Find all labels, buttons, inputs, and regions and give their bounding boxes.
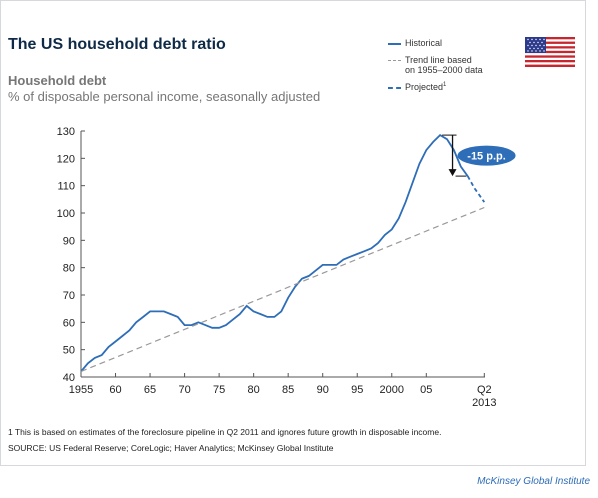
trend-line [80,206,485,373]
annotation-bubble [457,145,516,166]
x-tick-label: 60 [109,384,121,396]
subtitle-bold: Household debt [8,73,107,88]
x-tick-label: 70 [178,384,190,396]
legend-label-projected: Projected1 [405,82,446,92]
x-tick-label: 80 [248,384,260,396]
y-tick-label: 90 [63,235,75,247]
y-tick-label: 60 [63,317,75,329]
brand-credit: McKinsey Global Institute [477,476,590,487]
y-tick-label: 40 [63,372,75,384]
us-flag-icon [525,37,575,67]
x-tick-label: 2000 [380,384,404,396]
y-tick-label: 110 [57,181,75,193]
x-tick-label: 95 [351,384,363,396]
x-tick-label: 05 [420,384,432,396]
legend-swatch-trend [388,60,401,61]
legend-label-historical: Historical [405,38,443,48]
legend-swatch-projected [388,87,401,89]
annotation-arrow-head [448,169,457,177]
legend-projected-sup: 1 [443,82,447,88]
y-tick-label: 100 [57,208,75,220]
y-tick-label: 80 [63,263,75,275]
legend-item-projected: Projected1 [388,82,483,96]
x-end-label: Q2 [477,384,492,396]
x-tick-label: 85 [282,384,294,396]
legend: Historical Trend line based on 1955–2000… [388,38,483,99]
source-note: SOURCE: US Federal Reserve; CoreLogic; H… [8,443,334,453]
legend-label-trend-1: Trend line based [405,55,472,65]
projected-line [466,175,486,203]
x-end-label: 2013 [472,397,496,409]
chart-title: The US household debt ratio [8,36,226,53]
x-tick-label: 90 [317,384,329,396]
x-tick-label: 75 [213,384,225,396]
legend-projected-text: Projected [405,82,444,92]
footnote: 1 This is based on estimates of the fore… [8,427,442,437]
x-tick-label: 1955 [69,384,93,396]
x-tick-label: 65 [144,384,156,396]
chart-card [0,0,586,466]
legend-label-trend-2: on 1955–2000 data [405,65,483,75]
historical-line [80,133,469,373]
y-tick-label: 70 [63,290,75,302]
legend-swatch-historical [388,43,401,45]
subtitle-units: % of disposable personal income, seasona… [8,89,321,104]
chart-subtitle: Household debt % of disposable personal … [8,73,320,105]
legend-item-trend: Trend line based on 1955–2000 data [388,55,483,79]
legend-item-historical: Historical [388,38,483,52]
y-tick-label: 130 [57,126,75,138]
y-tick-label: 120 [57,153,75,165]
annotation-label: -15 p.p. [467,151,506,163]
y-tick-label: 50 [63,345,75,357]
